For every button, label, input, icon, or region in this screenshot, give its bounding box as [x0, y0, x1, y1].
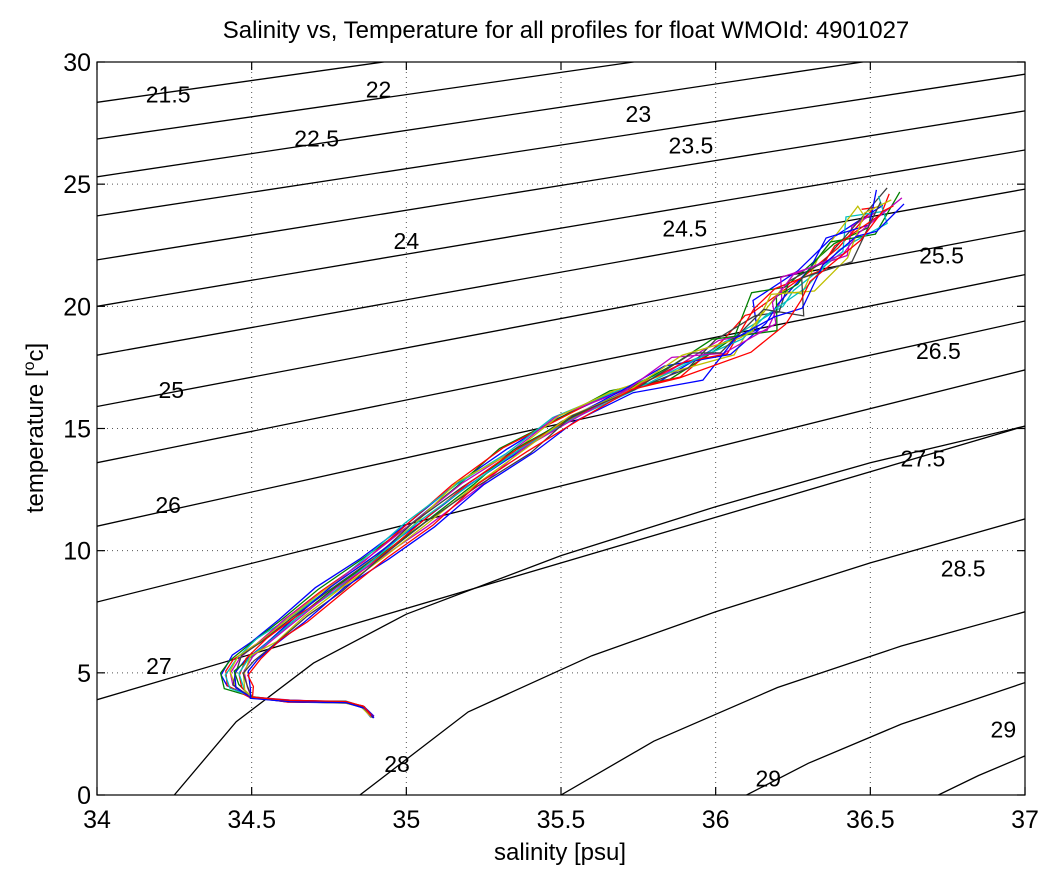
isopycnal-label: 28: [384, 751, 410, 777]
isopycnal-line: [97, 73, 1025, 217]
isopycnal-label: 29: [755, 765, 781, 791]
x-tick-label: 34.5: [227, 806, 276, 834]
y-tick-label: 0: [77, 782, 91, 810]
isopycnal-line: [97, 110, 1025, 261]
isopycnal-label: 26.5: [916, 338, 961, 364]
x-tick-label: 34: [83, 806, 111, 834]
x-tick-label: 37: [1011, 806, 1039, 834]
isopycnal-label: 25.5: [919, 243, 964, 269]
isopycnal-line: [97, 229, 1025, 408]
isopycnal-label: 25: [158, 377, 184, 403]
x-tick-label: 35.5: [537, 806, 586, 834]
axis-ticks: 34 34.5 35 35.5 36 36.5 37 0 5 10 15 20 25 30: [63, 49, 1039, 834]
isopycnal-line: [173, 425, 1025, 795]
isopycnal-label: 27: [146, 653, 172, 679]
x-tick-label: 35: [392, 806, 420, 834]
isopycnal-label: 23: [626, 101, 652, 127]
y-tick-label: 25: [63, 171, 91, 199]
isopycnal-label: 26: [155, 492, 181, 518]
isopycnal-line: [938, 755, 1025, 795]
isopycnal-line: [97, 62, 867, 178]
isopycnal-label: 24.5: [662, 216, 707, 242]
isopycnal-line: [97, 149, 1025, 307]
isopycnal-label: 28.5: [941, 555, 986, 581]
y-tick-label: 30: [63, 49, 91, 77]
grid: [97, 62, 1025, 795]
y-axis-label-superscript: o: [21, 361, 38, 370]
y-axis-label: temperature [oc]: [21, 343, 49, 513]
chart-title: Salinity vs, Temperature for all profile…: [223, 17, 910, 44]
y-tick-label: 15: [63, 416, 91, 444]
isopycnal-label: 22: [366, 76, 392, 102]
isopycnal-line: [746, 681, 1025, 795]
isopycnal-label: 29: [991, 717, 1017, 743]
isopycnal-label: 24: [394, 228, 420, 254]
x-tick-label: 36: [702, 806, 730, 834]
isopycnal-line: [97, 425, 1025, 701]
y-tick-label: 20: [63, 293, 91, 321]
isopycnal-line: [97, 273, 1025, 464]
isopycnal-line: [97, 369, 1025, 603]
isopycnal-line: [97, 62, 388, 103]
x-tick-label: 36.5: [846, 806, 895, 834]
y-tick-label: 5: [77, 660, 91, 688]
isopycnal-line: [560, 611, 1025, 795]
x-axis-label: salinity [psu]: [494, 839, 626, 866]
y-axis-label-main: temperature [: [22, 370, 49, 513]
y-axis-label-end: c]: [22, 343, 49, 362]
isopycnal-label: 21.5: [146, 81, 191, 107]
isopycnal-label: 27.5: [901, 445, 946, 471]
isopycnal-label: 22.5: [294, 125, 339, 151]
isopycnal-line: [97, 62, 639, 140]
profiles: [219, 187, 905, 719]
float-profile-line: [247, 205, 894, 717]
isopycnal-labels: 21.5 22 22.5 23 23.5 24 24.5 25.5 25 26.5 26 27.5 28…: [146, 76, 1016, 791]
isopycnal-line: [359, 518, 1025, 795]
float-profile-line: [247, 203, 905, 719]
y-tick-label: 10: [63, 538, 91, 566]
isopycnal-label: 23.5: [669, 133, 714, 159]
